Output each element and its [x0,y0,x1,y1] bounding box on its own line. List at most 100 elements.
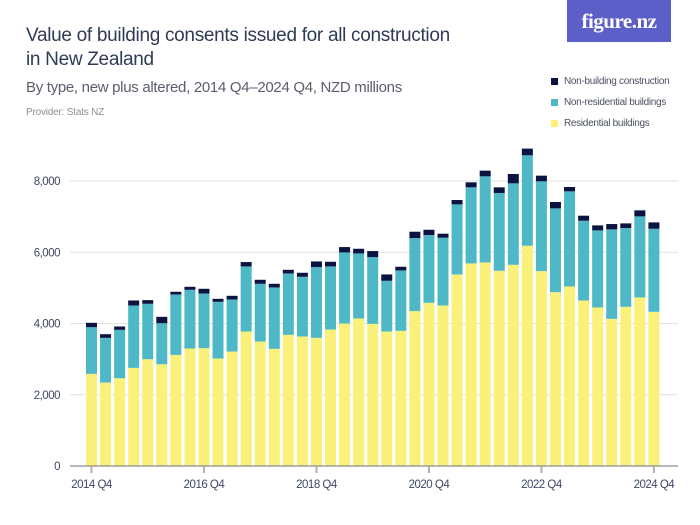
legend-item-non-residential: Non-residential buildings [551,92,669,113]
bar-segment [114,378,126,466]
bar-segment [521,245,533,466]
bar-segment [395,266,407,271]
bar-segment [423,229,435,236]
bar-segment [592,307,604,466]
bar-segment [606,318,618,466]
bar-segment [634,210,646,217]
bar-segment [620,306,632,466]
bar-segment [240,262,252,267]
bar-segment [198,293,210,349]
bar-segment [268,287,280,349]
bar-segment [507,183,519,265]
bar-segment [156,316,168,324]
x-tick-label: 2018 Q4 [296,479,338,491]
bar-segment [268,348,280,466]
bar-segment [114,326,126,330]
bar-segment [521,155,533,246]
bar-segment [100,382,112,466]
bar-segment [549,292,561,466]
legend-item-residential: Residential buildings [551,113,669,134]
bar-segment [493,193,505,271]
bar-segment [549,202,561,209]
bar-segment [465,187,477,264]
bar-segment [493,270,505,466]
bar-segment [507,264,519,466]
bar-segment [282,273,294,335]
bar-segment [325,261,337,267]
legend-swatch [551,78,558,85]
bar-segment [184,348,196,466]
bar-segment [156,323,168,365]
bar-segment [86,322,97,328]
bar-segment [381,331,393,466]
bar-segment [549,208,561,293]
bar-segment [226,295,238,300]
bar-segment [479,176,491,263]
chart-title: Value of building consents issued for al… [26,25,450,70]
bar-segment [578,300,590,466]
bar-segment [381,280,393,332]
bar-segment [381,274,393,281]
y-tick-label: 2,000 [34,390,60,402]
bar-segment [535,271,547,466]
bar-segment [310,261,322,268]
bar-segment [353,248,365,254]
bar-segment [437,237,449,306]
y-tick-label: 4,000 [34,319,60,331]
bar-segment [325,329,337,466]
bar-segment [282,334,294,466]
bar-segment [170,294,182,355]
y-tick-label: 0 [54,461,60,473]
bar-segment [240,331,252,466]
bar-segment [282,269,294,274]
bar-segment [128,367,140,466]
bar-segment [409,231,421,239]
bar-segment [86,373,97,466]
legend: Non-building construction Non-residentia… [551,71,670,134]
bar-segment [339,252,351,324]
bar-segment [114,329,126,379]
bar-segment [100,334,112,338]
bar-segment [128,300,140,306]
bar-segment [254,279,266,284]
bar-segment [212,358,224,466]
bar-segment [240,266,252,332]
bar-segment [465,182,477,188]
bar-segment [170,291,182,295]
bar-segment [535,175,547,182]
bar-segment [521,148,533,156]
bar-segment [198,348,210,466]
bar-segment [620,223,632,229]
x-tick-label: 2014 Q4 [71,479,113,491]
bar-segment [465,263,477,466]
x-tick-label: 2022 Q4 [521,479,563,491]
provider-label: Provider: Stats NZ [26,107,105,118]
bar-segment [648,222,660,229]
bar-segment [100,337,112,383]
figure-nz-logo[interactable]: figure.nz [567,0,671,42]
bar-segment [268,283,280,288]
bar-segment [648,228,660,312]
x-tick-label: 2024 Q4 [634,479,676,491]
bar-segment [142,303,154,360]
legend-label: Residential buildings [564,118,650,129]
bar-segment [128,305,140,368]
bar-segment [184,289,196,349]
bar-segment [170,354,182,466]
bar-segment [325,266,337,330]
bar-segment [592,230,604,308]
bar-segment [451,200,463,205]
bar-segment [437,305,449,466]
bar-segment [226,351,238,466]
bar-segment [353,318,365,466]
bar-segment [310,267,322,338]
bar-segment [86,327,97,374]
bar-segment [395,270,407,331]
bar-segment [226,299,238,352]
bar-segment [437,233,449,238]
bar-segment [254,341,266,466]
bar-segment [395,330,407,466]
bar-segment [451,274,463,466]
bar-segment [212,301,224,359]
